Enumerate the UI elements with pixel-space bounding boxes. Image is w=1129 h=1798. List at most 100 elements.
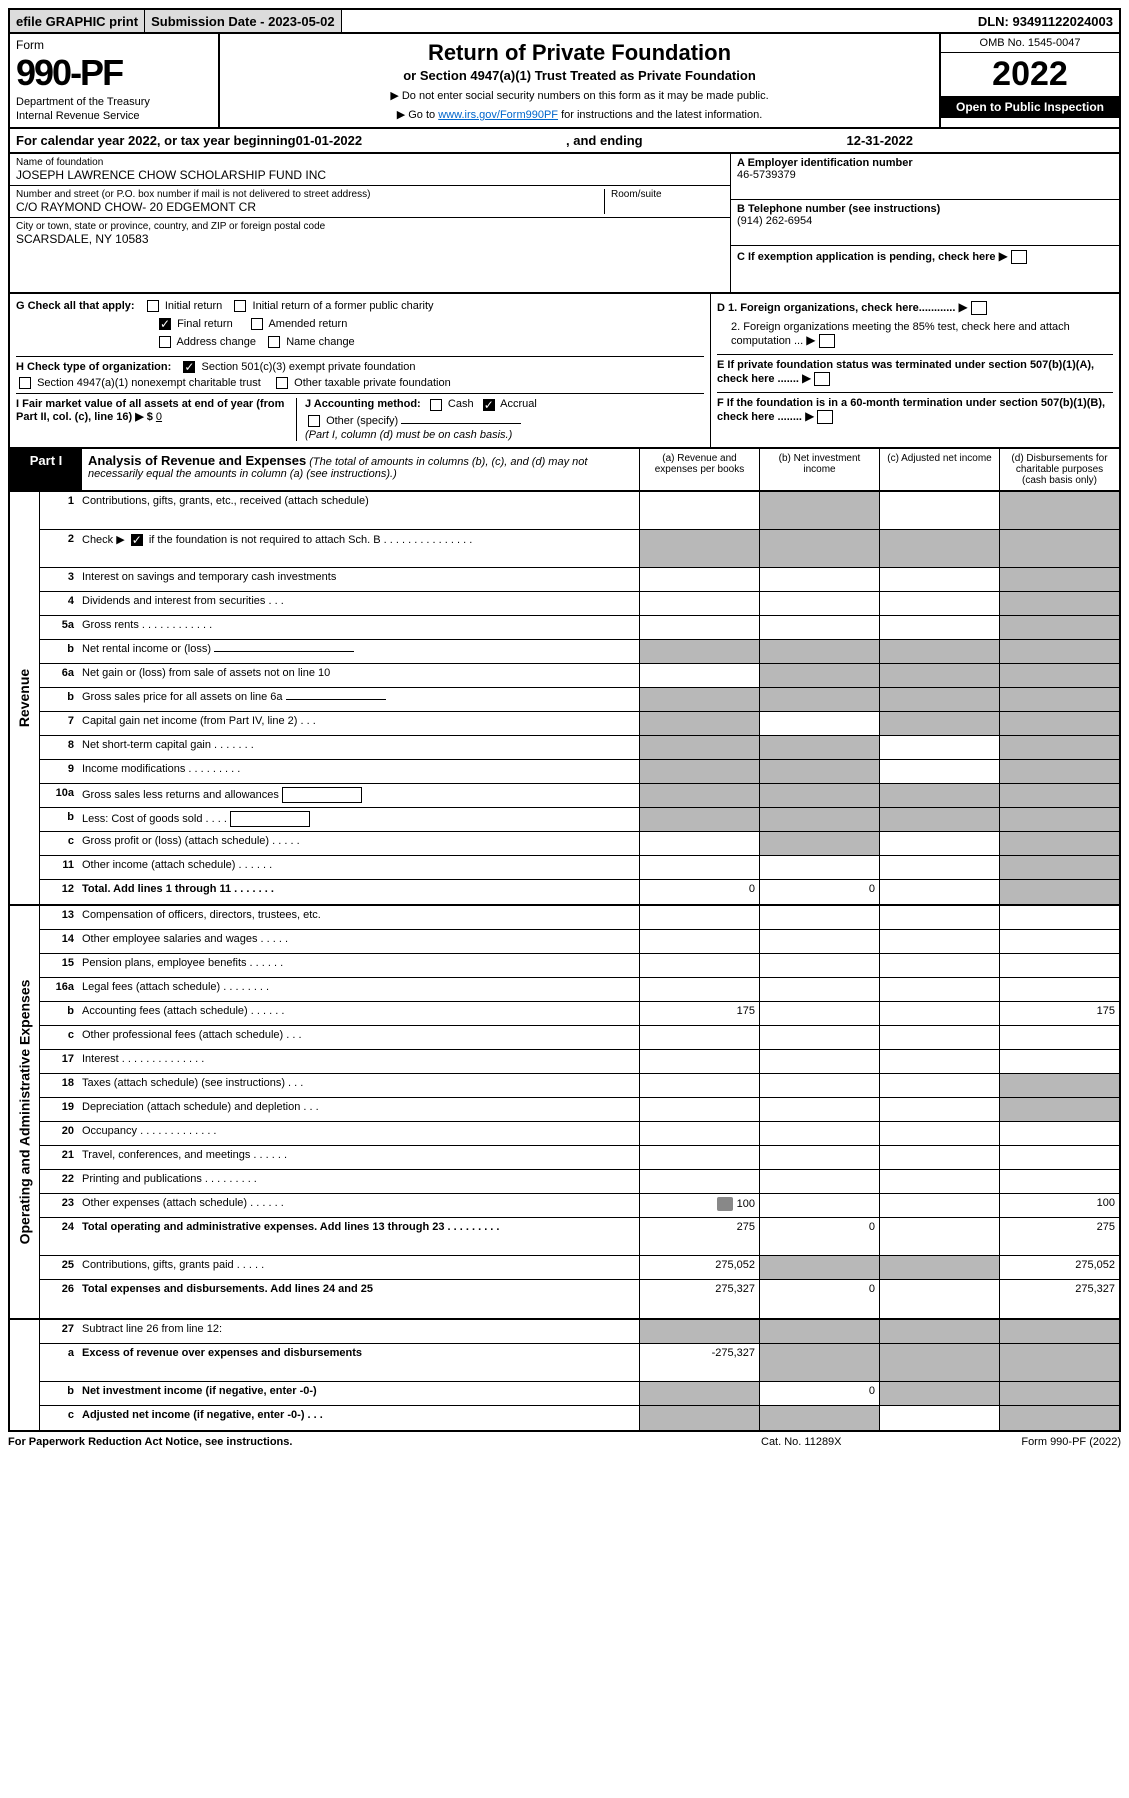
c-label: C If exemption application is pending, c… bbox=[737, 251, 996, 263]
row-11: Other income (attach schedule) . . . . .… bbox=[78, 856, 639, 879]
row-5b: Net rental income or (loss) bbox=[78, 640, 639, 663]
phone: (914) 262-6954 bbox=[737, 215, 1113, 227]
cal-end: 12-31-2022 bbox=[847, 133, 914, 148]
g-amended: Amended return bbox=[268, 318, 347, 330]
revenue-table: Revenue 1Contributions, gifts, grants, e… bbox=[8, 492, 1121, 906]
expenses-label: Operating and Administrative Expenses bbox=[17, 979, 33, 1244]
e-chk[interactable] bbox=[814, 372, 830, 386]
note2-prefix: ▶ Go to bbox=[397, 109, 438, 121]
row-18: Taxes (attach schedule) (see instruction… bbox=[78, 1074, 639, 1097]
j-cash: Cash bbox=[448, 398, 474, 410]
g-addr-chk[interactable] bbox=[159, 336, 171, 348]
footer-form: Form 990-PF (2022) bbox=[961, 1436, 1121, 1448]
row-26: Total expenses and disbursements. Add li… bbox=[78, 1280, 639, 1318]
row-27: Subtract line 26 from line 12: bbox=[78, 1320, 639, 1343]
arrow-icon: ▶ bbox=[999, 249, 1008, 263]
form-subtitle: or Section 4947(a)(1) Trust Treated as P… bbox=[226, 68, 933, 83]
org-addr: C/O RAYMOND CHOW- 20 EDGEMONT CR bbox=[16, 200, 604, 214]
row-2: Check ▶ if the foundation is not require… bbox=[78, 530, 639, 567]
j-accrual-chk[interactable] bbox=[483, 399, 495, 411]
row-7: Capital gain net income (from Part IV, l… bbox=[78, 712, 639, 735]
calendar-year-row: For calendar year 2022, or tax year begi… bbox=[8, 129, 1121, 154]
form-header: Form 990-PF Department of the Treasury I… bbox=[8, 34, 1121, 129]
row-13: Compensation of officers, directors, tru… bbox=[78, 906, 639, 929]
row-27c: Adjusted net income (if negative, enter … bbox=[78, 1406, 639, 1430]
dept-treasury: Department of the Treasury bbox=[16, 96, 212, 108]
city-label: City or town, state or province, country… bbox=[16, 221, 724, 232]
phone-label: B Telephone number (see instructions) bbox=[737, 203, 1113, 215]
d2-chk[interactable] bbox=[819, 334, 835, 348]
h-other-chk[interactable] bbox=[276, 377, 288, 389]
check-section: G Check all that apply: Initial return I… bbox=[8, 294, 1121, 449]
d1-chk[interactable] bbox=[971, 301, 987, 315]
i-label: I Fair market value of all assets at end… bbox=[16, 398, 284, 423]
name-label: Name of foundation bbox=[16, 157, 724, 168]
g-name-chk[interactable] bbox=[268, 336, 280, 348]
form-number: 990-PF bbox=[16, 52, 212, 94]
submission-date: Submission Date - 2023-05-02 bbox=[145, 10, 342, 32]
g-initial: Initial return bbox=[165, 300, 222, 312]
h-4947-chk[interactable] bbox=[19, 377, 31, 389]
g-final: Final return bbox=[177, 318, 233, 330]
row-23: Other expenses (attach schedule) . . . .… bbox=[78, 1194, 639, 1217]
row-21: Travel, conferences, and meetings . . . … bbox=[78, 1146, 639, 1169]
r2-chk[interactable] bbox=[131, 534, 143, 546]
row-5a: Gross rents . . . . . . . . . . . . bbox=[78, 616, 639, 639]
col-c: (c) Adjusted net income bbox=[879, 449, 999, 490]
footer-catno: Cat. No. 11289X bbox=[761, 1436, 961, 1448]
org-name: JOSEPH LAWRENCE CHOW SCHOLARSHIP FUND IN… bbox=[16, 168, 724, 182]
g-label: G Check all that apply: bbox=[16, 300, 135, 312]
g-name-change: Name change bbox=[286, 336, 355, 348]
irs-link[interactable]: www.irs.gov/Form990PF bbox=[438, 109, 558, 121]
row-20: Occupancy . . . . . . . . . . . . . bbox=[78, 1122, 639, 1145]
note2-suffix: for instructions and the latest informat… bbox=[558, 109, 762, 121]
tax-year: 2022 bbox=[941, 53, 1119, 96]
j-cash-chk[interactable] bbox=[430, 399, 442, 411]
h-label: H Check type of organization: bbox=[16, 361, 171, 373]
h-501c3-chk[interactable] bbox=[183, 361, 195, 373]
f-chk[interactable] bbox=[817, 410, 833, 424]
revenue-label: Revenue bbox=[17, 668, 33, 726]
f-label: F If the foundation is in a 60-month ter… bbox=[717, 397, 1105, 423]
row-3: Interest on savings and temporary cash i… bbox=[78, 568, 639, 591]
form-note-1: ▶ Do not enter social security numbers o… bbox=[226, 89, 933, 102]
row-25: Contributions, gifts, grants paid . . . … bbox=[78, 1256, 639, 1279]
ein: 46-5739379 bbox=[737, 169, 1113, 181]
h-501c3: Section 501(c)(3) exempt private foundat… bbox=[201, 361, 415, 373]
row-17: Interest . . . . . . . . . . . . . . bbox=[78, 1050, 639, 1073]
row-10a: Gross sales less returns and allowances bbox=[78, 784, 639, 807]
omb-number: OMB No. 1545-0047 bbox=[941, 34, 1119, 53]
row-16a: Legal fees (attach schedule) . . . . . .… bbox=[78, 978, 639, 1001]
g-initial-former: Initial return of a former public charit… bbox=[253, 300, 434, 312]
col-b: (b) Net investment income bbox=[759, 449, 879, 490]
c-checkbox[interactable] bbox=[1011, 250, 1027, 264]
g-initial-former-chk[interactable] bbox=[234, 300, 246, 312]
row-9: Income modifications . . . . . . . . . bbox=[78, 760, 639, 783]
d1-label: D 1. Foreign organizations, check here..… bbox=[717, 302, 955, 314]
line27-table: 27Subtract line 26 from line 12: aExcess… bbox=[8, 1320, 1121, 1432]
page-footer: For Paperwork Reduction Act Notice, see … bbox=[8, 1432, 1121, 1452]
efile-print[interactable]: efile GRAPHIC print bbox=[10, 10, 145, 32]
col-a: (a) Revenue and expenses per books bbox=[639, 449, 759, 490]
addr-label: Number and street (or P.O. box number if… bbox=[16, 189, 604, 200]
row-6b: Gross sales price for all assets on line… bbox=[78, 688, 639, 711]
h-other: Other taxable private foundation bbox=[294, 377, 451, 389]
room-label: Room/suite bbox=[611, 189, 724, 200]
top-bar: efile GRAPHIC print Submission Date - 20… bbox=[8, 8, 1121, 34]
j-other-chk[interactable] bbox=[308, 415, 320, 427]
g-final-chk[interactable] bbox=[159, 318, 171, 330]
h-4947: Section 4947(a)(1) nonexempt charitable … bbox=[37, 377, 261, 389]
g-amended-chk[interactable] bbox=[251, 318, 263, 330]
g-initial-chk[interactable] bbox=[147, 300, 159, 312]
ein-label: A Employer identification number bbox=[737, 157, 1113, 169]
row-14: Other employee salaries and wages . . . … bbox=[78, 930, 639, 953]
row-16b: Accounting fees (attach schedule) . . . … bbox=[78, 1002, 639, 1025]
attachment-icon[interactable] bbox=[717, 1197, 733, 1211]
j-label: J Accounting method: bbox=[305, 398, 421, 410]
row-6a: Net gain or (loss) from sale of assets n… bbox=[78, 664, 639, 687]
row-15: Pension plans, employee benefits . . . .… bbox=[78, 954, 639, 977]
dln: DLN: 93491122024003 bbox=[972, 10, 1119, 32]
row-1: Contributions, gifts, grants, etc., rece… bbox=[78, 492, 639, 529]
cal-begin: 01-01-2022 bbox=[296, 133, 363, 148]
org-info: Name of foundation JOSEPH LAWRENCE CHOW … bbox=[8, 154, 1121, 294]
